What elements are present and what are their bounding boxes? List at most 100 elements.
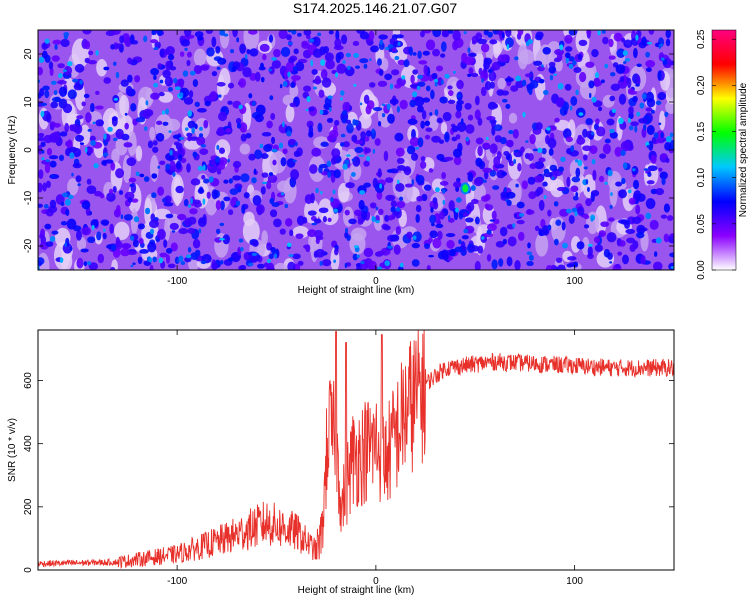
snr-x-tick-label: 0	[373, 576, 379, 587]
heatmap-cell	[303, 30, 312, 36]
snr-line-chart: -100 0 100 0 200 400 600 Height of straight l…	[7, 329, 675, 596]
heatmap-cell	[522, 111, 526, 118]
heatmap-cell	[669, 252, 674, 258]
heatmap-cell	[198, 228, 202, 234]
heatmap-cell	[330, 197, 334, 202]
heatmap-cell	[96, 58, 108, 77]
heatmap-cell	[505, 139, 514, 148]
heatmap-cell	[347, 65, 351, 70]
heatmap-cell	[505, 37, 514, 48]
heatmap-cell	[110, 162, 116, 171]
heatmap-cell	[48, 132, 59, 143]
heatmap-cell	[131, 40, 139, 45]
heatmap-cell	[353, 83, 357, 87]
heatmap-x-tick-label: -100	[167, 276, 187, 287]
heatmap-cell	[534, 161, 545, 170]
heatmap-cell	[239, 264, 247, 270]
heatmap-cell	[192, 151, 198, 158]
heatmap-cell	[395, 226, 402, 235]
heatmap-cell	[261, 172, 269, 178]
heatmap-cell	[163, 202, 174, 207]
heatmap-cell	[395, 182, 405, 192]
heatmap-cell	[526, 260, 534, 267]
heatmap-cell	[585, 179, 589, 185]
heatmap-cell	[335, 30, 340, 41]
heatmap-cell	[377, 266, 383, 270]
heatmap-cell	[215, 200, 222, 210]
heatmap-cell	[484, 80, 492, 91]
heatmap-cell	[342, 163, 348, 170]
heatmap-cell	[493, 124, 503, 132]
heatmap-cell	[359, 190, 366, 195]
heatmap-cell	[395, 207, 401, 212]
heatmap-cell	[521, 180, 528, 190]
heatmap-cell	[639, 102, 645, 109]
heatmap-cell	[182, 70, 189, 77]
heatmap-cell	[344, 66, 355, 77]
heatmap-cell	[103, 228, 106, 232]
heatmap-cell	[619, 76, 625, 83]
heatmap-cell	[377, 58, 382, 66]
heatmap-cell	[60, 201, 65, 207]
heatmap-cell	[526, 251, 533, 256]
heatmap-cell	[415, 204, 422, 213]
heatmap-cell	[608, 55, 616, 60]
heatmap-cell	[619, 50, 624, 54]
heatmap-cell	[178, 255, 184, 262]
heatmap-cell	[232, 175, 242, 181]
heatmap-cell	[268, 68, 272, 72]
colorbar-tick-label: 0.20	[696, 75, 707, 95]
heatmap-cell	[143, 126, 148, 131]
heatmap-cell	[454, 246, 463, 253]
heatmap-cell	[132, 262, 136, 265]
heatmap-cell	[150, 92, 160, 100]
heatmap-cell	[271, 60, 282, 69]
heatmap-cell	[351, 172, 356, 177]
heatmap-cell	[103, 133, 107, 140]
heatmap-cell	[53, 122, 61, 128]
heatmap-cell	[480, 86, 487, 97]
heatmap-cell	[178, 228, 189, 235]
heatmap-cell	[399, 262, 404, 268]
heatmap-cell	[416, 195, 423, 202]
heatmap-cell	[130, 103, 137, 112]
heatmap-cell	[622, 50, 628, 56]
heatmap-cell	[240, 133, 247, 142]
heatmap-cell	[115, 71, 120, 79]
heatmap-cell	[548, 65, 557, 74]
heatmap-y-axis-label: Frequency (Hz)	[7, 116, 18, 185]
heatmap-cell	[500, 90, 509, 96]
heatmap-cell	[618, 93, 627, 105]
heatmap-cell	[366, 100, 375, 110]
heatmap-cell	[232, 160, 242, 169]
heatmap-cell	[344, 262, 348, 268]
heatmap-cell	[293, 150, 301, 158]
heatmap-cell	[529, 79, 539, 89]
heatmap-cell	[591, 49, 599, 58]
heatmap-cell	[60, 38, 70, 48]
heatmap-cell	[418, 60, 428, 65]
heatmap-cell	[578, 39, 588, 47]
heatmap-cell	[272, 159, 277, 166]
heatmap-cell	[535, 31, 544, 39]
heatmap-cell	[453, 70, 456, 74]
heatmap-cell	[199, 126, 203, 131]
heatmap-cell	[359, 31, 370, 40]
heatmap-cell	[320, 59, 326, 66]
heatmap-cell	[647, 165, 658, 172]
heatmap-cell	[664, 141, 672, 151]
colorbar-gradient	[711, 29, 737, 271]
heatmap-cell	[48, 155, 59, 160]
heatmap-cell	[270, 112, 276, 120]
heatmap-cell	[613, 32, 623, 42]
heatmap-cell	[396, 77, 407, 87]
heatmap-cell	[340, 90, 345, 96]
heatmap-cell	[302, 216, 308, 224]
heatmap-cell	[282, 80, 288, 87]
heatmap-cell	[435, 65, 444, 72]
heatmap-cell	[600, 79, 605, 84]
heatmap-cell	[642, 93, 647, 100]
heatmap-cell	[324, 52, 334, 62]
heatmap-cell	[628, 106, 634, 116]
heatmap-cell	[371, 128, 375, 135]
